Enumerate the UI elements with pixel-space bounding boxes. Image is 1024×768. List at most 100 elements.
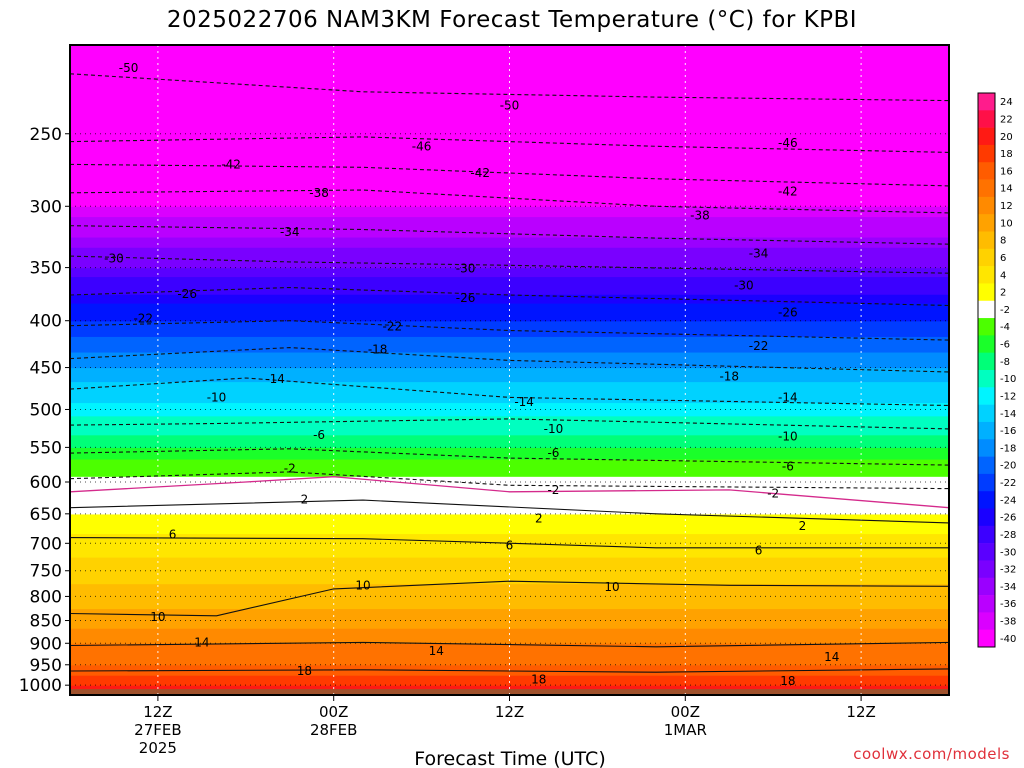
colorbar-label: 24 [1000, 97, 1013, 108]
temperature-band [70, 170, 949, 183]
temperature-band [70, 267, 949, 278]
temperature-band [70, 470, 949, 477]
temperature-band [70, 661, 949, 664]
colorbar-label: -18 [1000, 443, 1016, 454]
temperature-band [70, 415, 949, 423]
chart-title: 2025022706 NAM3KM Forecast Temperature (… [167, 7, 857, 33]
colorbar-label: 2 [1000, 288, 1006, 299]
contour-label: -22 [133, 312, 153, 326]
temperature-band [70, 659, 949, 662]
contour-line [70, 377, 949, 407]
contour-label: -42 [221, 157, 241, 171]
colorbar-swatch [978, 612, 995, 630]
temperature-band [70, 652, 949, 655]
contour-label: 10 [355, 578, 370, 592]
colorbar-swatch [978, 179, 995, 198]
contour-label: -38 [309, 186, 329, 200]
colorbar-label: -8 [1000, 357, 1010, 368]
y-tick-label: 850 [30, 612, 62, 632]
contour-line [70, 448, 949, 466]
colorbar-label: 22 [1000, 114, 1013, 125]
temperature-band [70, 344, 949, 353]
temperature-band [70, 683, 949, 686]
contour-label: -46 [778, 136, 798, 150]
temperature-band [70, 628, 949, 633]
contour-label: 10 [604, 580, 619, 594]
contour-label: 6 [169, 528, 177, 542]
y-tick-label: 550 [30, 438, 62, 458]
contour-line [70, 580, 949, 617]
y-tick-label: 500 [30, 400, 62, 420]
temperature-band [70, 216, 949, 228]
contour-line [70, 668, 949, 673]
contour-label: -50 [500, 99, 520, 113]
temperature-band [70, 497, 949, 504]
credit-text: coolwx.com/models [853, 745, 1010, 763]
colorbar-label: -12 [1000, 391, 1016, 402]
temperature-band [70, 351, 949, 361]
temperature-band [70, 604, 949, 610]
colorbar-swatch [978, 404, 995, 423]
colorbar-frame [977, 92, 996, 648]
temperature-band [70, 145, 949, 159]
contour-label: -22 [382, 320, 402, 334]
contour-label: -46 [412, 139, 432, 153]
temperature-band [70, 616, 949, 622]
contour-label: 14 [429, 644, 444, 658]
temperature-band [70, 513, 949, 520]
temperature-band [70, 592, 949, 598]
contour-line [70, 347, 949, 373]
contour-label: -22 [749, 339, 769, 353]
colorbar-label: -26 [1000, 513, 1016, 524]
contour-label: -10 [544, 422, 564, 436]
contour-line [70, 499, 949, 524]
colorbar-swatch [978, 577, 995, 596]
temperature-band [70, 118, 949, 135]
temperature-band [70, 508, 949, 515]
temperature-band [70, 678, 949, 681]
y-tick-label: 800 [30, 587, 62, 607]
temperature-band [70, 666, 949, 669]
colorbar-swatch [978, 214, 995, 232]
colorbar-label: -10 [1000, 374, 1016, 385]
colorbar-swatch [978, 473, 995, 492]
y-tick-label: 700 [30, 534, 62, 554]
contour-label: -34 [749, 247, 769, 261]
temperature-band [70, 476, 949, 483]
temperature-band [70, 422, 949, 430]
colorbar-label: -14 [1000, 409, 1016, 420]
temperature-band [70, 685, 949, 687]
contour-label: -18 [719, 369, 739, 383]
colorbar-swatch [978, 248, 995, 267]
colorbar-label: 18 [1000, 149, 1013, 160]
colorbar-label: -20 [1000, 461, 1016, 472]
temperature-band [70, 194, 949, 207]
temperature-band [70, 676, 949, 680]
temperature-band [70, 428, 949, 436]
contour-label: -14 [514, 395, 534, 409]
colorbar-label: -4 [1000, 322, 1010, 333]
temperature-band [70, 664, 949, 668]
temperature-band [70, 59, 949, 76]
temperature-band [70, 236, 949, 248]
temperature-band [70, 367, 949, 376]
contour-label: 6 [755, 544, 763, 558]
contour-label: -26 [778, 306, 798, 320]
temperature-band [70, 320, 949, 330]
temperature-band [70, 374, 949, 383]
temperature-band [70, 639, 949, 644]
colorbar-label: -40 [1000, 634, 1016, 645]
temperature-band [70, 685, 949, 688]
y-tick-label: 1000 [19, 676, 62, 696]
contour-label: 14 [194, 635, 209, 649]
contour-label: 14 [824, 650, 839, 664]
contour-label: -38 [690, 208, 710, 222]
contour-label: -26 [177, 287, 197, 301]
colorbar-swatch [978, 629, 995, 648]
colorbar-label: -2 [1000, 305, 1010, 316]
colorbar-swatch [978, 266, 995, 284]
contour-label: -6 [547, 446, 559, 460]
temperature-band [70, 182, 949, 195]
temperature-band [70, 303, 949, 313]
temperature-band [70, 388, 949, 397]
